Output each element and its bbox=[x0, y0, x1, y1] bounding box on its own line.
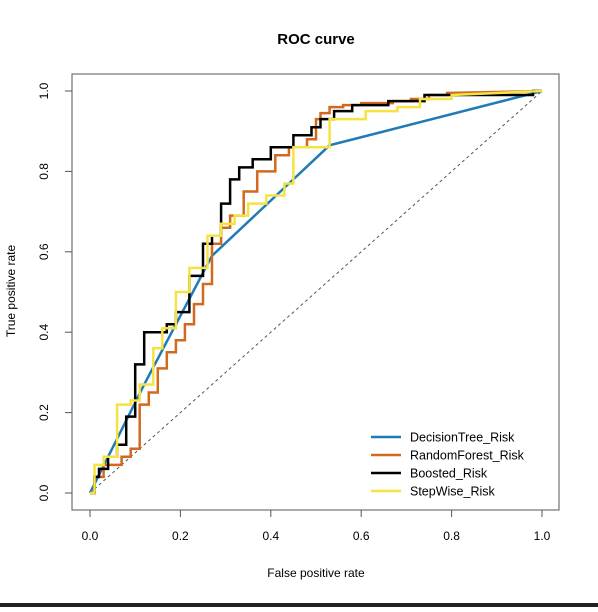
x-tick-label: 0.4 bbox=[262, 529, 279, 543]
y-axis: 0.0 0.2 0.4 0.6 0.8 1.0 bbox=[37, 82, 73, 501]
y-axis-title: True positive rate bbox=[4, 245, 18, 338]
legend-label-boosted-risk: Boosted_Risk bbox=[410, 467, 488, 481]
window-bottom-border bbox=[0, 603, 598, 607]
y-tick-label: 0.6 bbox=[37, 243, 51, 260]
series-line-stepwise-risk bbox=[90, 89, 543, 495]
series-layer bbox=[88, 89, 543, 495]
x-axis-title: False positive rate bbox=[267, 566, 365, 580]
legend: DecisionTree_Risk RandomForest_Risk Booste… bbox=[371, 431, 525, 499]
series-line-boosted-risk bbox=[90, 89, 542, 495]
chart-title: ROC curve bbox=[277, 31, 355, 48]
x-tick-label: 0.6 bbox=[353, 529, 370, 543]
legend-label-decisiontree-risk: DecisionTree_Risk bbox=[410, 431, 515, 445]
chance-line-layer bbox=[89, 90, 543, 494]
y-tick-label: 1.0 bbox=[37, 82, 51, 99]
y-tick-label: 0.8 bbox=[37, 163, 51, 180]
x-tick-label: 0.0 bbox=[82, 529, 99, 543]
y-tick-label: 0.4 bbox=[37, 324, 51, 341]
y-tick-label: 0.2 bbox=[37, 404, 51, 421]
y-tick-label: 0.0 bbox=[37, 484, 51, 501]
x-tick-label: 0.8 bbox=[443, 529, 460, 543]
x-tick-label: 0.2 bbox=[172, 529, 189, 543]
legend-label-randomforest-risk: RandomForest_Risk bbox=[410, 449, 525, 463]
x-axis: 0.0 0.2 0.4 0.6 0.8 1.0 bbox=[82, 509, 551, 543]
x-tick-label: 1.0 bbox=[534, 529, 551, 543]
legend-label-stepwise-risk: StepWise_Risk bbox=[410, 485, 495, 499]
chance-diagonal-line bbox=[89, 90, 543, 494]
